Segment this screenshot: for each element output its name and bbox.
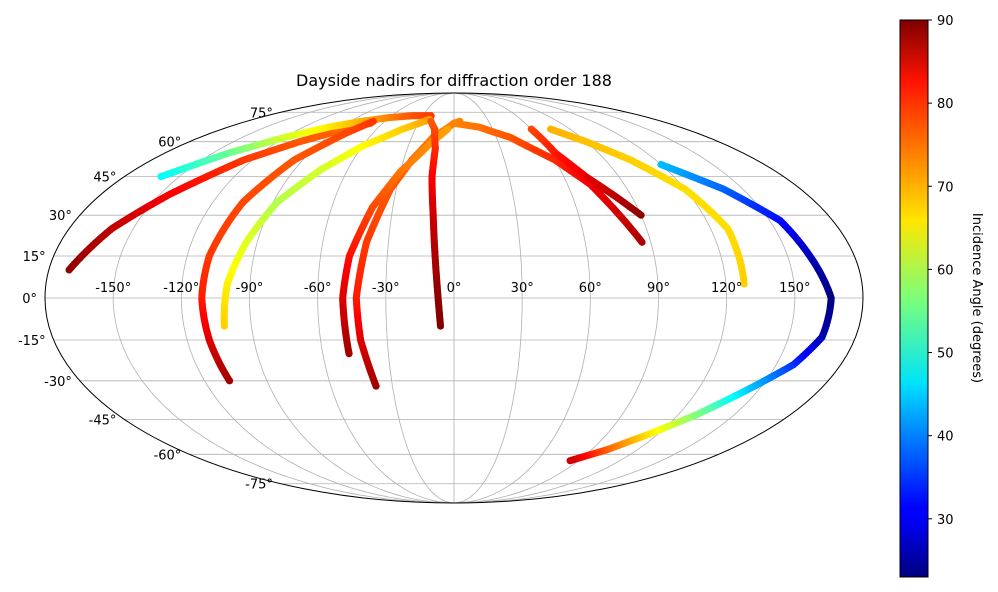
colorbar-tick-label: 70	[937, 180, 954, 195]
track-9	[527, 125, 645, 219]
colorbar-tick-label: 90	[937, 14, 954, 29]
latitude-tick-label: 15°	[23, 250, 46, 265]
chart-title: Dayside nadirs for diffraction order 188	[296, 71, 612, 90]
data-point	[369, 117, 377, 125]
colorbar-ticks: 30 40 50 60 70 80 90	[928, 14, 954, 528]
track-11	[566, 160, 835, 465]
track-6	[339, 125, 452, 358]
track-2	[157, 112, 435, 181]
latitude-tick-label: 60°	[158, 136, 181, 151]
data-point	[427, 117, 435, 125]
meridian-line	[453, 93, 728, 503]
meridian-line	[453, 93, 796, 503]
latitude-tick-label: -60°	[154, 448, 182, 463]
colorbar-gradient	[899, 19, 929, 578]
longitude-tick-label: -60°	[304, 281, 332, 296]
meridian-line	[112, 93, 455, 503]
longitude-tick-label: -120°	[163, 281, 199, 296]
longitude-tick-label: 90°	[647, 281, 670, 296]
track-10	[547, 125, 748, 288]
data-tracks	[65, 112, 835, 465]
longitude-tick-label: -150°	[95, 281, 131, 296]
latitude-tick-labels: -75° -60° -45° -30° -15° 0° 15° 30° 45° 60° 75°	[18, 106, 273, 492]
latitude-tick-label: 30°	[49, 209, 72, 224]
latitude-tick-label: -75°	[245, 478, 273, 493]
latitude-tick-label: -45°	[89, 413, 117, 428]
longitude-tick-label: 0°	[447, 281, 462, 296]
colorbar-tick-label: 30	[937, 513, 954, 528]
data-point	[740, 280, 748, 288]
colorbar-tick-label: 50	[937, 347, 954, 362]
data-point	[638, 238, 646, 246]
data-point	[637, 211, 645, 219]
graticule	[45, 93, 863, 503]
colorbar-tick-label: 60	[937, 263, 954, 278]
longitude-tick-labels: -150° -120° -90° -60° -30° 0° 30° 60° 90° 120° 150…	[95, 281, 810, 296]
meridian-line	[385, 93, 455, 503]
track-7	[427, 117, 445, 330]
colorbar-tick-label: 40	[937, 430, 954, 445]
meridian-line	[453, 93, 523, 503]
longitude-tick-label: 60°	[579, 281, 602, 296]
track-4	[198, 117, 377, 385]
map-outline	[44, 92, 864, 504]
latitude-tick-label: 0°	[22, 292, 37, 307]
latitude-tick-label: -15°	[18, 334, 46, 349]
longitude-tick-label: 150°	[779, 281, 810, 296]
longitude-tick-label: -90°	[236, 281, 264, 296]
track-3	[220, 115, 434, 330]
latitude-tick-label: 45°	[93, 171, 116, 186]
longitude-tick-label: 30°	[511, 281, 534, 296]
colorbar-label: Incidence Angle (degrees)	[969, 213, 984, 383]
colorbar: 30 40 50 60 70 80 90 Incidence Angle (degrees)	[899, 14, 984, 578]
data-point	[566, 457, 574, 465]
colorbar-tick-label: 80	[937, 97, 954, 112]
latitude-tick-label: 75°	[250, 106, 273, 121]
longitude-tick-label: 120°	[711, 281, 742, 296]
data-point	[443, 125, 452, 133]
latitude-tick-label: -30°	[44, 375, 72, 390]
longitude-tick-label: -30°	[372, 281, 400, 296]
map-area: -150° -120° -90° -60° -30° 0° 30° 60° 90° 120° 150…	[18, 92, 864, 504]
